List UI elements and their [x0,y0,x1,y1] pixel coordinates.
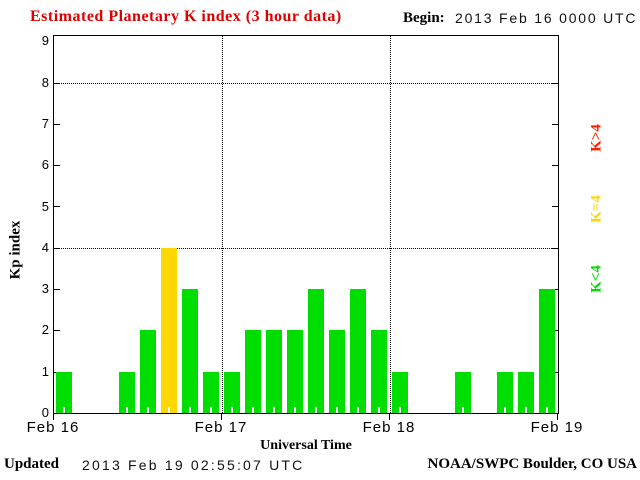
x-tick [53,414,54,420]
y-tick [552,206,558,207]
kp-bar [350,289,366,413]
y-tick-label: 7 [41,116,49,131]
kp-bar [182,289,198,413]
y-tick [552,372,558,373]
x-tick [557,414,558,420]
y-tick [54,124,60,125]
slot-tick [210,407,212,413]
y-tick [552,289,558,290]
x-day-label: Feb 19 [530,419,584,436]
slot-tick [252,407,254,413]
legend-K4: K>4 [588,124,605,152]
kp-bar [203,372,219,413]
kp-bar [371,330,387,413]
y-tick [552,124,558,125]
y-tick-label: 6 [41,157,49,172]
kp-bar [308,289,324,413]
y-tick-label: 1 [41,364,49,379]
kp-bar [224,372,240,413]
slot-tick [525,407,527,413]
slot-tick [378,407,380,413]
kp-bar [329,330,345,413]
y-tick-label: 8 [41,75,49,90]
kp-bar [266,330,282,413]
slot-tick [462,407,464,413]
kp-bar [287,330,303,413]
kp-bar [392,372,408,413]
kp-bar [119,372,135,413]
plot-area [53,35,559,414]
slot-tick [315,407,317,413]
y-tick [54,248,60,249]
y-tick [552,248,558,249]
y-axis-title: Kp index [7,220,24,280]
slot-tick [273,407,275,413]
begin-label: Begin: [403,10,445,26]
y-tick-label: 9 [41,33,49,48]
y-tick-label: 5 [41,199,49,214]
legend-K4: K=4 [588,195,605,223]
slot-tick [126,407,128,413]
chart-title: Estimated Planetary K index (3 hour data… [30,8,342,25]
y-tick-label: 0 [41,405,49,420]
y-tick [54,165,60,166]
slot-tick [357,407,359,413]
slot-tick [504,407,506,413]
y-tick-label: 4 [41,240,49,255]
kp-bar [161,248,177,413]
slot-tick [147,407,149,413]
y-tick [552,330,558,331]
x-day-label: Feb 18 [362,419,416,436]
y-tick-label: 3 [41,281,49,296]
kp-bar [56,372,72,413]
slot-tick [231,407,233,413]
updated-timestamp: 2013 Feb 19 02:55:07 UTC [82,457,305,473]
slot-tick [189,407,191,413]
kp-bar [455,372,471,413]
slot-tick [399,407,401,413]
x-tick [389,414,390,420]
x-tick [221,414,222,420]
gridline-y-8 [54,83,558,84]
gridline-day [390,36,391,413]
legend-K4: K<4 [588,265,605,293]
kp-bar [539,289,555,413]
slot-tick [63,407,65,413]
gridline-y-4 [54,248,558,249]
kp-bar [497,372,513,413]
y-tick [552,165,558,166]
y-tick [552,83,558,84]
x-day-label: Feb 16 [26,419,80,436]
y-tick [54,330,60,331]
x-axis-title: Universal Time [260,438,352,453]
x-day-label: Feb 17 [194,419,248,436]
y-tick [54,289,60,290]
slot-tick [546,407,548,413]
kp-bar [245,330,261,413]
kp-bar [140,330,156,413]
begin-value: 2013 Feb 16 0000 UTC [455,10,638,26]
gridline-day [222,36,223,413]
slot-tick [294,407,296,413]
y-tick [54,83,60,84]
slot-tick [336,407,338,413]
source-credit: NOAA/SWPC Boulder, CO USA [427,456,637,472]
y-tick [54,206,60,207]
y-tick-label: 2 [41,322,49,337]
updated-label: Updated [4,456,60,472]
slot-tick [168,407,170,413]
kp-bar [518,372,534,413]
